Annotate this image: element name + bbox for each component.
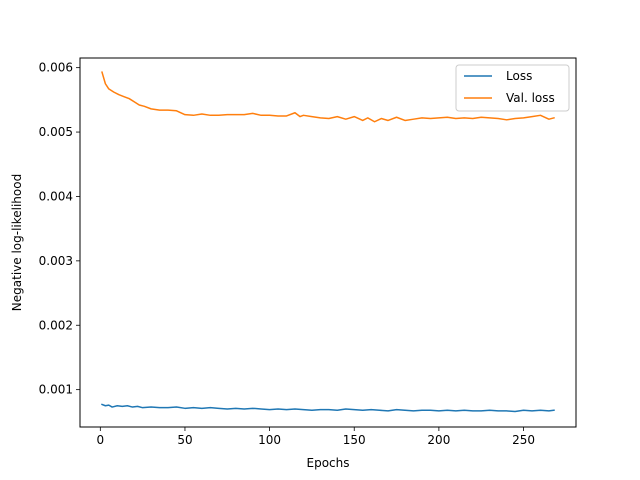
x-axis: 0 50 100 150 200 250 [96,427,535,447]
legend-label-loss: Loss [506,69,532,83]
y-tick-label: 0.004 [39,189,73,203]
legend-label-val-loss: Val. loss [506,91,555,105]
y-axis: 0.001 0.002 0.003 0.004 0.005 0.006 [39,61,80,397]
y-tick-label: 0.005 [39,125,73,139]
plot-area [101,71,555,413]
y-tick-label: 0.002 [39,318,73,332]
axes-frame [79,57,577,428]
series-line-loss [101,403,555,413]
y-tick-label: 0.006 [39,61,73,75]
y-tick-label: 0.003 [39,254,73,268]
x-tick-label: 150 [343,433,366,447]
legend: Loss Val. loss [455,64,570,112]
x-tick-label: 200 [427,433,450,447]
x-tick-label: 100 [258,433,281,447]
x-tick-label: 0 [96,433,104,447]
x-tick-label: 50 [177,433,192,447]
y-axis-label: Negative log-likelihood [10,174,24,311]
y-tick-label: 0.001 [39,383,73,397]
x-tick-label: 250 [512,433,535,447]
series-line-val-loss [101,71,555,123]
x-axis-label: Epochs [307,456,350,470]
